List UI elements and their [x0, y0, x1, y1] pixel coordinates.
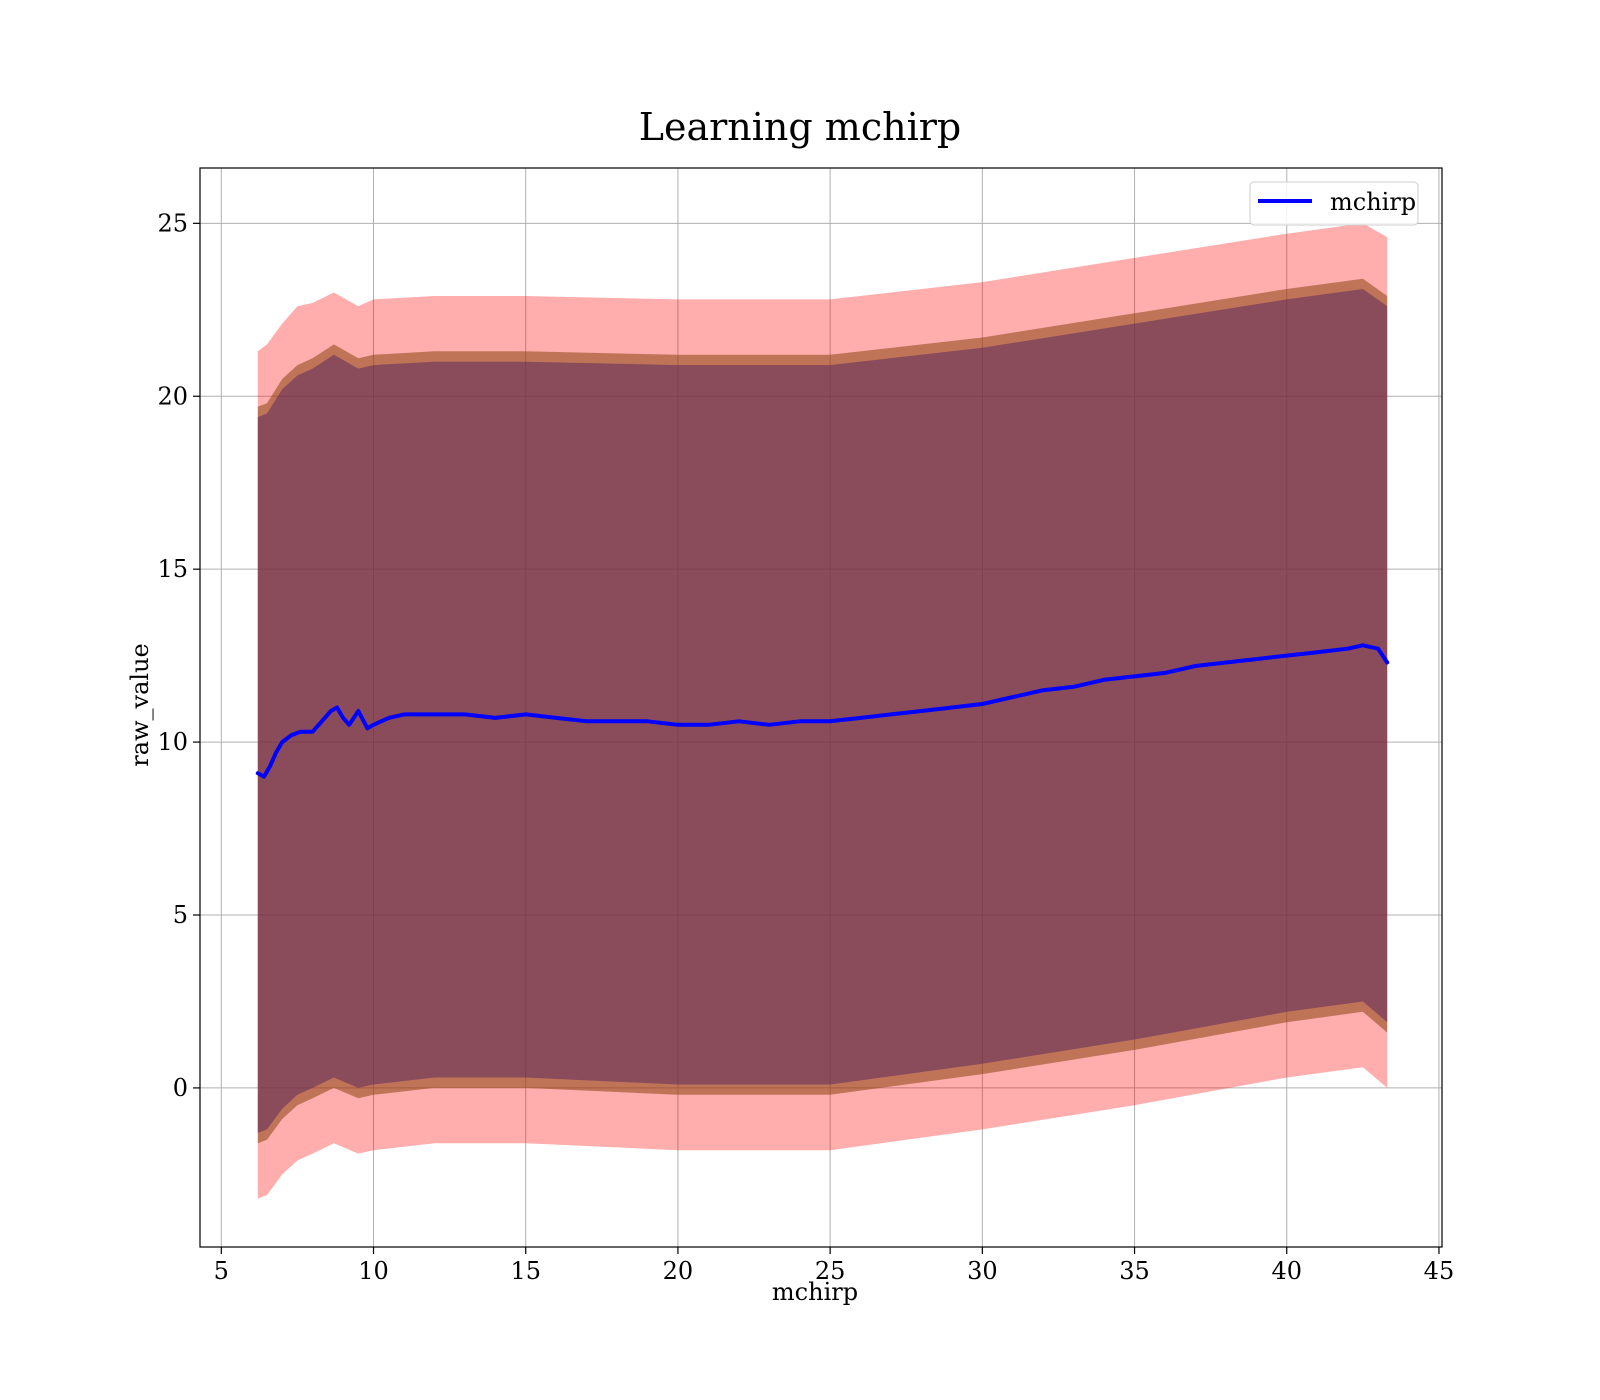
y-axis-label: raw_value [126, 643, 154, 767]
series-line-mchirp [255, 643, 1390, 779]
x-tick-label: 30 [967, 1257, 998, 1285]
y-tick-label: 15 [157, 555, 188, 583]
y-tick-label: 10 [157, 728, 188, 756]
y-tick-label: 5 [173, 901, 188, 929]
x-axis-label: mchirp [772, 1278, 858, 1306]
legend: mchirp [1249, 181, 1419, 226]
y-tick-label: 0 [173, 1074, 188, 1102]
x-tick-label: 5 [214, 1257, 229, 1285]
x-tick-label: 10 [358, 1257, 389, 1285]
x-tick-label: 45 [1424, 1257, 1455, 1285]
x-tick-label: 35 [1119, 1257, 1150, 1285]
x-tick-label: 20 [663, 1257, 694, 1285]
x-tick-label: 40 [1271, 1257, 1302, 1285]
x-tick-label: 25 [815, 1257, 846, 1285]
x-tick-label: 15 [510, 1257, 541, 1285]
legend-label: mchirp [1330, 188, 1416, 216]
confidence-bands [257, 223, 1388, 1199]
y-tick-label: 25 [157, 209, 188, 237]
chart-title: Learning mchirp [639, 105, 961, 149]
axis-ticks: 5 10 15 20 25 30 35 40 45 0 5 10 15 20 25 [157, 209, 1454, 1285]
core-band [257, 289, 1388, 1133]
legend-box [1249, 181, 1419, 226]
plot-frame [199, 167, 1443, 1248]
y-tick-label: 20 [157, 382, 188, 410]
series-lines [255, 643, 1390, 779]
